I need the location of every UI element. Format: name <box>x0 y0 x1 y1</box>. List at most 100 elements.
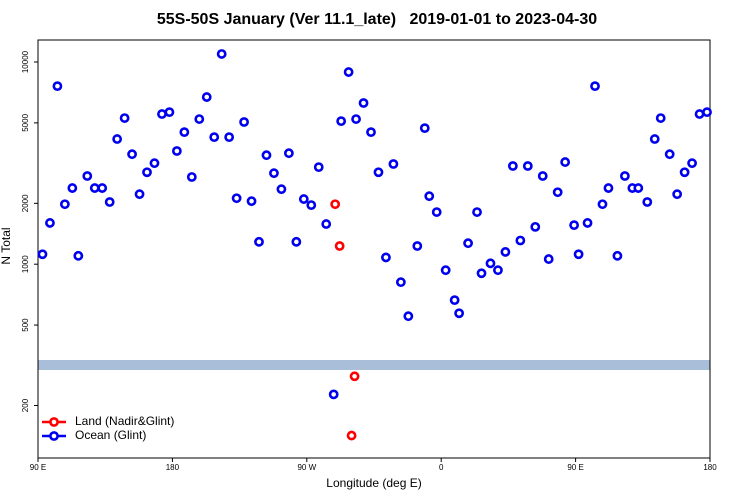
point <box>104 197 115 207</box>
point <box>283 148 294 159</box>
point <box>349 371 360 382</box>
point <box>298 194 309 204</box>
point <box>52 81 63 92</box>
point <box>476 268 487 279</box>
point <box>597 199 608 210</box>
plot-frame <box>37 39 711 459</box>
point <box>603 183 614 193</box>
x-tick-label: 180 <box>703 463 717 472</box>
point <box>328 389 339 400</box>
point <box>522 161 533 171</box>
point <box>463 238 473 249</box>
point <box>45 218 55 228</box>
point <box>209 132 220 143</box>
point <box>702 107 712 118</box>
point <box>530 221 541 232</box>
point <box>127 149 137 160</box>
y-tick-label: 500 <box>21 318 30 332</box>
point <box>431 207 442 217</box>
y-tick-label: 10000 <box>21 50 30 73</box>
point <box>134 189 145 200</box>
x-tick-label: 90 W <box>297 463 316 472</box>
chart-title: 55S-50S January (Ver 11.1_late) 2019-01-… <box>157 11 597 28</box>
point <box>276 184 287 195</box>
point <box>655 113 666 123</box>
y-tick-label: 200 <box>21 398 30 412</box>
point <box>569 220 580 231</box>
point <box>336 116 347 127</box>
point <box>582 218 593 228</box>
point <box>67 183 78 193</box>
point <box>642 197 653 207</box>
point <box>330 199 341 210</box>
point <box>201 92 212 102</box>
point <box>321 219 332 229</box>
point <box>687 158 697 169</box>
point <box>291 236 302 247</box>
legend-label: Ocean (Glint) <box>75 428 146 442</box>
point <box>112 134 123 144</box>
point <box>269 168 279 179</box>
point <box>412 241 423 251</box>
y-axis-label: N Total <box>0 227 13 264</box>
point <box>633 183 644 193</box>
legend-marker <box>49 431 59 441</box>
point <box>59 199 70 210</box>
point <box>142 167 152 178</box>
point <box>366 127 376 138</box>
point <box>373 167 384 178</box>
y-tick-label: 5000 <box>21 113 30 131</box>
point <box>649 134 660 144</box>
point <box>239 117 249 127</box>
point <box>440 265 451 276</box>
point <box>403 311 414 322</box>
point <box>119 113 130 123</box>
point <box>543 254 554 264</box>
point <box>313 162 324 173</box>
point <box>343 67 354 77</box>
point <box>679 167 690 178</box>
point <box>358 98 369 108</box>
point <box>306 200 317 211</box>
y-tick-label: 2000 <box>21 194 30 212</box>
point <box>334 241 345 251</box>
point <box>573 249 584 260</box>
point <box>493 265 503 276</box>
point <box>216 49 227 59</box>
point <box>612 250 623 261</box>
point <box>560 157 571 167</box>
point <box>186 172 197 182</box>
point <box>171 146 182 156</box>
point <box>454 308 465 319</box>
point <box>485 258 496 269</box>
point <box>552 187 563 198</box>
point <box>351 114 361 124</box>
legend-marker <box>49 417 59 427</box>
point <box>590 81 600 92</box>
point <box>157 109 167 119</box>
legend-label: Land (Nadir&Glint) <box>75 414 174 428</box>
point <box>164 107 175 118</box>
point <box>515 235 526 246</box>
point <box>261 150 272 161</box>
point <box>472 207 482 217</box>
band <box>38 360 710 370</box>
point <box>449 295 460 306</box>
y-tick-label: 1000 <box>21 255 30 273</box>
point <box>346 430 357 441</box>
point <box>424 191 435 202</box>
point <box>507 161 518 171</box>
point <box>388 159 399 169</box>
point <box>82 171 93 181</box>
point <box>179 127 190 138</box>
point <box>419 123 430 134</box>
point <box>231 193 242 204</box>
point <box>672 189 683 200</box>
x-tick-label: 0 <box>439 463 444 472</box>
x-tick-label: 180 <box>166 463 180 472</box>
point <box>537 171 548 181</box>
point <box>224 132 235 143</box>
point <box>37 249 48 260</box>
point <box>97 183 108 193</box>
